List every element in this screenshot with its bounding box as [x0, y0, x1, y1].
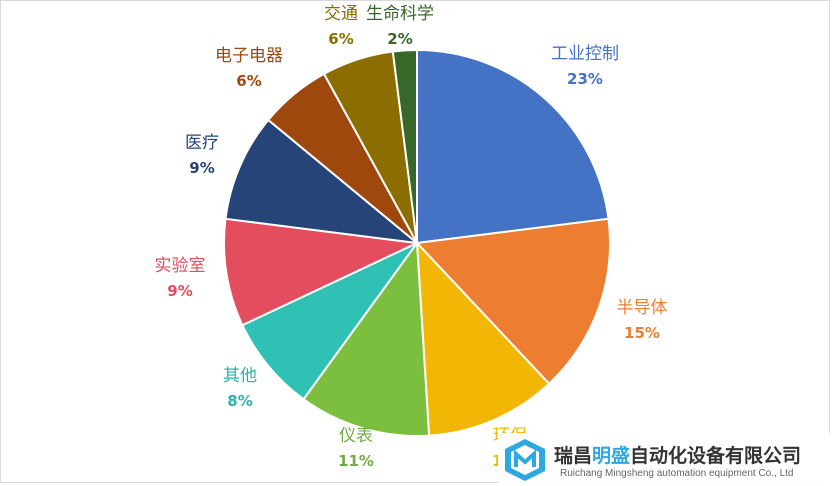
company-name-en: Ruichang Mingsheng automation equipment … [560, 468, 794, 479]
slice-label: 半导体 [617, 298, 668, 318]
slice-label: 仪表 [339, 426, 373, 446]
slice-percent-label: 2% [387, 30, 412, 48]
slice-label: 电子电器 [215, 46, 283, 66]
pie-slice [302, 240, 431, 437]
slice-label: 实验室 [155, 256, 206, 276]
pie-slice [391, 48, 418, 244]
slice-percent-label: 8% [227, 392, 252, 410]
slice-label: 交通 [324, 4, 358, 24]
slice-label: 医疗 [185, 133, 219, 153]
pie-slice [416, 48, 610, 245]
slice-percent-label: 9% [167, 282, 192, 300]
pie-slice [223, 217, 421, 327]
company-name-part1: 瑞昌 [554, 445, 593, 467]
slice-percent-label: 15% [624, 324, 660, 342]
slice-label: 工业控制 [551, 44, 619, 64]
slice-percent-label: 9% [189, 159, 214, 177]
company-name-part3: 自动化设备有限公司 [630, 445, 802, 467]
pie-slice [414, 217, 611, 386]
slice-percent-label: 6% [236, 72, 261, 90]
slice-label: 其他 [223, 366, 257, 386]
company-name-cn: 瑞昌明盛自动化设备有限公司 [554, 441, 801, 468]
pie-slice [241, 242, 418, 401]
pie-slice [415, 240, 551, 437]
slice-percent-label: 11% [338, 452, 374, 470]
pie-slice [224, 118, 421, 245]
company-name-part2: 明盛 [592, 445, 631, 467]
slice-label: 生命科学 [366, 4, 434, 24]
slice-percent-label: 23% [567, 70, 603, 88]
company-watermark: 瑞昌明盛自动化设备有限公司 Ruichang Mingsheng automat… [498, 433, 832, 485]
cube-logo-icon [505, 439, 545, 481]
slice-percent-label: 6% [328, 30, 353, 48]
